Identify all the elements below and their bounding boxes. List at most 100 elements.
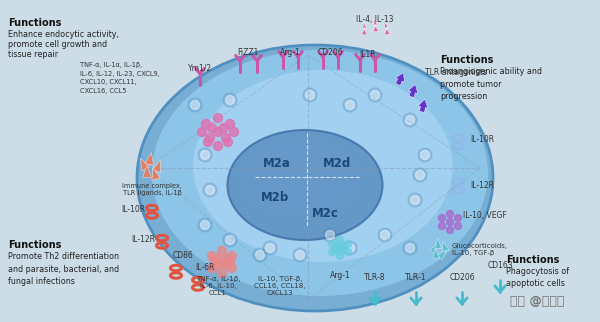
Circle shape xyxy=(418,148,432,162)
Polygon shape xyxy=(434,238,442,248)
Circle shape xyxy=(305,90,314,99)
Polygon shape xyxy=(361,22,367,35)
Circle shape xyxy=(205,134,215,143)
Circle shape xyxy=(403,113,417,127)
Circle shape xyxy=(226,119,235,128)
Text: TNF-α, IL-1β,
IL-6, IL-10,
CCL1: TNF-α, IL-1β, IL-6, IL-10, CCL1 xyxy=(196,276,240,296)
Circle shape xyxy=(343,98,357,112)
Circle shape xyxy=(329,249,335,255)
Text: Arg-1: Arg-1 xyxy=(280,48,301,57)
Circle shape xyxy=(221,134,230,143)
Text: Promote Th2 differentiation
and parasite, bacterial, and
fungal infections: Promote Th2 differentiation and parasite… xyxy=(8,252,119,286)
Text: 知乎 @小科研: 知乎 @小科研 xyxy=(510,295,565,308)
Ellipse shape xyxy=(240,138,360,216)
Circle shape xyxy=(208,263,217,272)
Text: Proangiogenic ability and
promote tumor
progression: Proangiogenic ability and promote tumor … xyxy=(440,67,542,101)
Text: TLR antagonists: TLR antagonists xyxy=(425,68,487,77)
Circle shape xyxy=(227,263,236,272)
Polygon shape xyxy=(152,167,160,180)
Text: TLR-1: TLR-1 xyxy=(405,273,427,282)
Text: IL-10R: IL-10R xyxy=(470,135,494,144)
Text: TLR-8: TLR-8 xyxy=(364,273,386,282)
Circle shape xyxy=(223,137,233,147)
Circle shape xyxy=(421,150,430,159)
Text: Arg-1: Arg-1 xyxy=(329,271,350,280)
Circle shape xyxy=(200,150,209,159)
Text: IL-10, TGF-β,
CCL16, CCL18,
CXCL13: IL-10, TGF-β, CCL16, CCL18, CXCL13 xyxy=(254,276,306,296)
Circle shape xyxy=(223,254,232,263)
Circle shape xyxy=(406,116,415,125)
Circle shape xyxy=(218,247,227,255)
Circle shape xyxy=(208,251,217,260)
Circle shape xyxy=(208,124,217,132)
Circle shape xyxy=(337,252,343,260)
Circle shape xyxy=(263,241,277,255)
Circle shape xyxy=(223,233,237,247)
Circle shape xyxy=(343,241,357,255)
Circle shape xyxy=(226,258,235,267)
Circle shape xyxy=(202,119,211,128)
Text: M2a: M2a xyxy=(263,156,291,169)
Circle shape xyxy=(337,244,343,251)
Text: CD163: CD163 xyxy=(487,261,513,270)
Circle shape xyxy=(293,248,307,262)
Text: Enhance endocytic activity,: Enhance endocytic activity, xyxy=(8,30,119,39)
Circle shape xyxy=(205,185,215,194)
Circle shape xyxy=(323,228,337,242)
Polygon shape xyxy=(437,250,446,260)
Circle shape xyxy=(226,96,235,105)
Circle shape xyxy=(203,183,217,197)
Circle shape xyxy=(218,258,227,267)
Polygon shape xyxy=(430,243,437,253)
Polygon shape xyxy=(152,160,161,173)
Circle shape xyxy=(344,241,352,248)
Text: M2b: M2b xyxy=(261,191,289,204)
Circle shape xyxy=(329,241,335,248)
Text: tissue repair: tissue repair xyxy=(8,50,58,59)
Circle shape xyxy=(415,171,425,179)
Circle shape xyxy=(191,100,199,109)
Text: Glucocorticoids,
IL-10, TGF-β: Glucocorticoids, IL-10, TGF-β xyxy=(452,243,508,256)
Circle shape xyxy=(455,223,461,230)
Circle shape xyxy=(380,231,389,240)
Circle shape xyxy=(296,251,305,260)
Circle shape xyxy=(223,93,237,107)
Text: IL-10R: IL-10R xyxy=(121,205,145,214)
Polygon shape xyxy=(408,84,418,98)
Circle shape xyxy=(325,231,335,240)
Circle shape xyxy=(227,251,236,260)
Text: Functions: Functions xyxy=(440,55,493,65)
Text: M2c: M2c xyxy=(311,206,338,220)
Circle shape xyxy=(337,236,343,243)
Text: IL-12R: IL-12R xyxy=(131,235,155,244)
Polygon shape xyxy=(443,242,449,252)
Circle shape xyxy=(346,100,355,109)
Circle shape xyxy=(341,247,347,253)
Polygon shape xyxy=(385,22,390,35)
Circle shape xyxy=(229,128,239,137)
Circle shape xyxy=(209,258,218,267)
Ellipse shape xyxy=(193,70,453,262)
Text: M2d: M2d xyxy=(323,156,351,169)
Text: Functions: Functions xyxy=(8,18,61,28)
Text: CD206: CD206 xyxy=(449,273,475,282)
Circle shape xyxy=(344,249,352,255)
Circle shape xyxy=(226,235,235,244)
Text: Functions: Functions xyxy=(506,255,559,265)
Circle shape xyxy=(378,228,392,242)
Text: TNF-α, IL-1α, IL-1β,
IL-6, IL-12, IL-23, CXCL9,
CXCL10, CXCL11,
CXCL16, CCL5: TNF-α, IL-1α, IL-1β, IL-6, IL-12, IL-23,… xyxy=(80,62,160,93)
Text: FiZZ1: FiZZ1 xyxy=(238,48,259,57)
Circle shape xyxy=(214,128,223,137)
Circle shape xyxy=(346,243,355,252)
Circle shape xyxy=(220,124,229,132)
Circle shape xyxy=(214,113,223,122)
Circle shape xyxy=(446,226,454,233)
Circle shape xyxy=(218,269,227,278)
Ellipse shape xyxy=(227,130,383,240)
Circle shape xyxy=(212,260,221,270)
Text: IL1R: IL1R xyxy=(359,50,376,59)
Circle shape xyxy=(332,242,340,250)
Circle shape xyxy=(303,88,317,102)
Text: Phagocytosis of
apoptotic cells: Phagocytosis of apoptotic cells xyxy=(506,267,569,289)
Polygon shape xyxy=(373,18,379,32)
